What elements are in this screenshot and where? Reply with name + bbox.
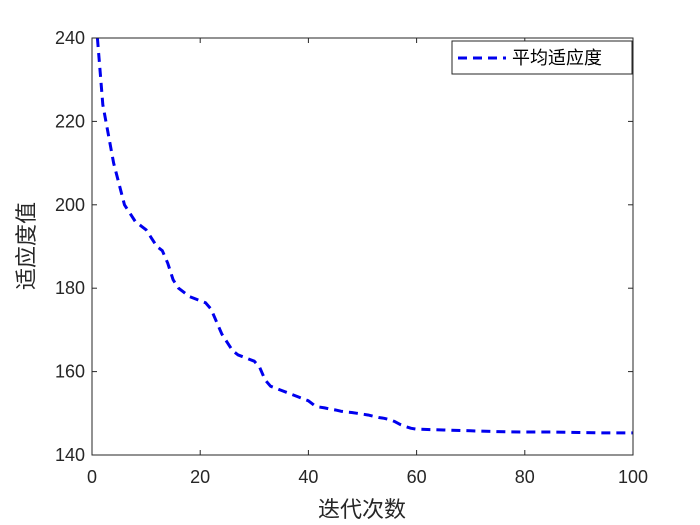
y-tick-label: 240 — [55, 28, 85, 48]
series-layer — [95, 37, 633, 435]
plot-background — [92, 38, 633, 455]
x-axis-ticks: 0 20 40 60 80 100 — [87, 38, 648, 487]
x-tick-label: 60 — [407, 467, 427, 487]
x-tick-label: 0 — [87, 467, 97, 487]
y-tick-label: 220 — [55, 111, 85, 131]
axes-box — [91, 37, 634, 456]
y-axis-ticks: 140 160 180 200 220 240 — [55, 28, 633, 465]
y-tick-label: 180 — [55, 278, 85, 298]
series-line-0 — [95, 37, 633, 435]
y-tick-label: 160 — [55, 362, 85, 382]
legend: 平均适应度 — [451, 40, 633, 75]
axes-frame — [91, 37, 634, 456]
y-axis-title: 适应度值 — [15, 202, 40, 290]
x-tick-label: 80 — [515, 467, 535, 487]
x-tick-label: 20 — [190, 467, 210, 487]
x-tick-label: 100 — [618, 467, 648, 487]
x-tick-label: 40 — [298, 467, 318, 487]
plot-area — [92, 38, 633, 455]
legend-label: 平均适应度 — [512, 48, 602, 69]
x-axis-title: 迭代次数 — [318, 498, 406, 523]
y-tick-label: 200 — [55, 195, 85, 215]
y-tick-label: 140 — [55, 445, 85, 465]
